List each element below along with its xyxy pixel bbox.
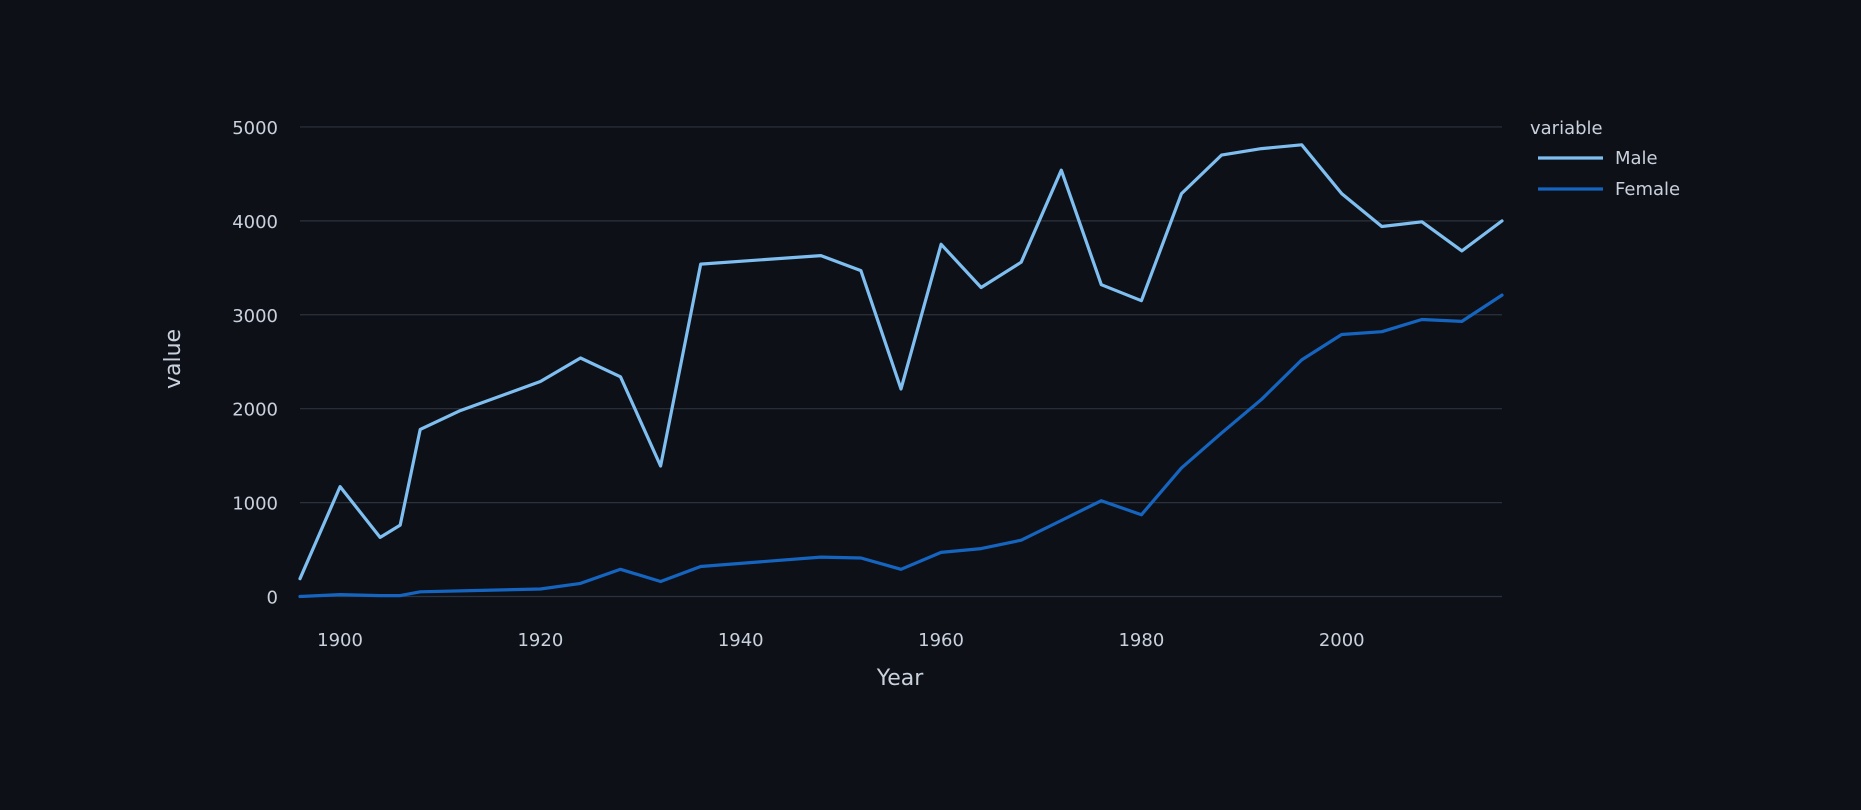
x-tick-label: 1980 bbox=[1118, 630, 1164, 651]
y-tick-label: 1000 bbox=[232, 494, 278, 515]
x-axis: 1900 1920 1940 1960 1980 2000 bbox=[317, 630, 1364, 651]
gridlines bbox=[300, 126, 1502, 598]
y-tick-label: 5000 bbox=[232, 118, 278, 139]
plot-area bbox=[298, 143, 1504, 599]
legend-label-female: Female bbox=[1615, 179, 1680, 200]
y-tick-label: 3000 bbox=[232, 306, 278, 327]
y-tick-label: 2000 bbox=[232, 400, 278, 421]
y-tick-label: 0 bbox=[267, 588, 278, 609]
x-tick-label: 1940 bbox=[718, 630, 764, 651]
legend-label-male: Male bbox=[1615, 148, 1658, 169]
legend-title: variable bbox=[1530, 118, 1603, 139]
series-line-male bbox=[298, 143, 1504, 581]
x-tick-label: 1960 bbox=[918, 630, 964, 651]
legend: variable Male Female bbox=[1530, 118, 1680, 200]
series-line-female bbox=[298, 293, 1504, 599]
x-tick-label: 1920 bbox=[517, 630, 563, 651]
x-tick-label: 1900 bbox=[317, 630, 363, 651]
y-axis: 0 1000 2000 3000 4000 5000 bbox=[232, 118, 278, 609]
y-tick-label: 4000 bbox=[232, 212, 278, 233]
x-tick-label: 2000 bbox=[1319, 630, 1365, 651]
x-axis-title: Year bbox=[876, 666, 925, 691]
y-axis-title: value bbox=[161, 329, 186, 389]
